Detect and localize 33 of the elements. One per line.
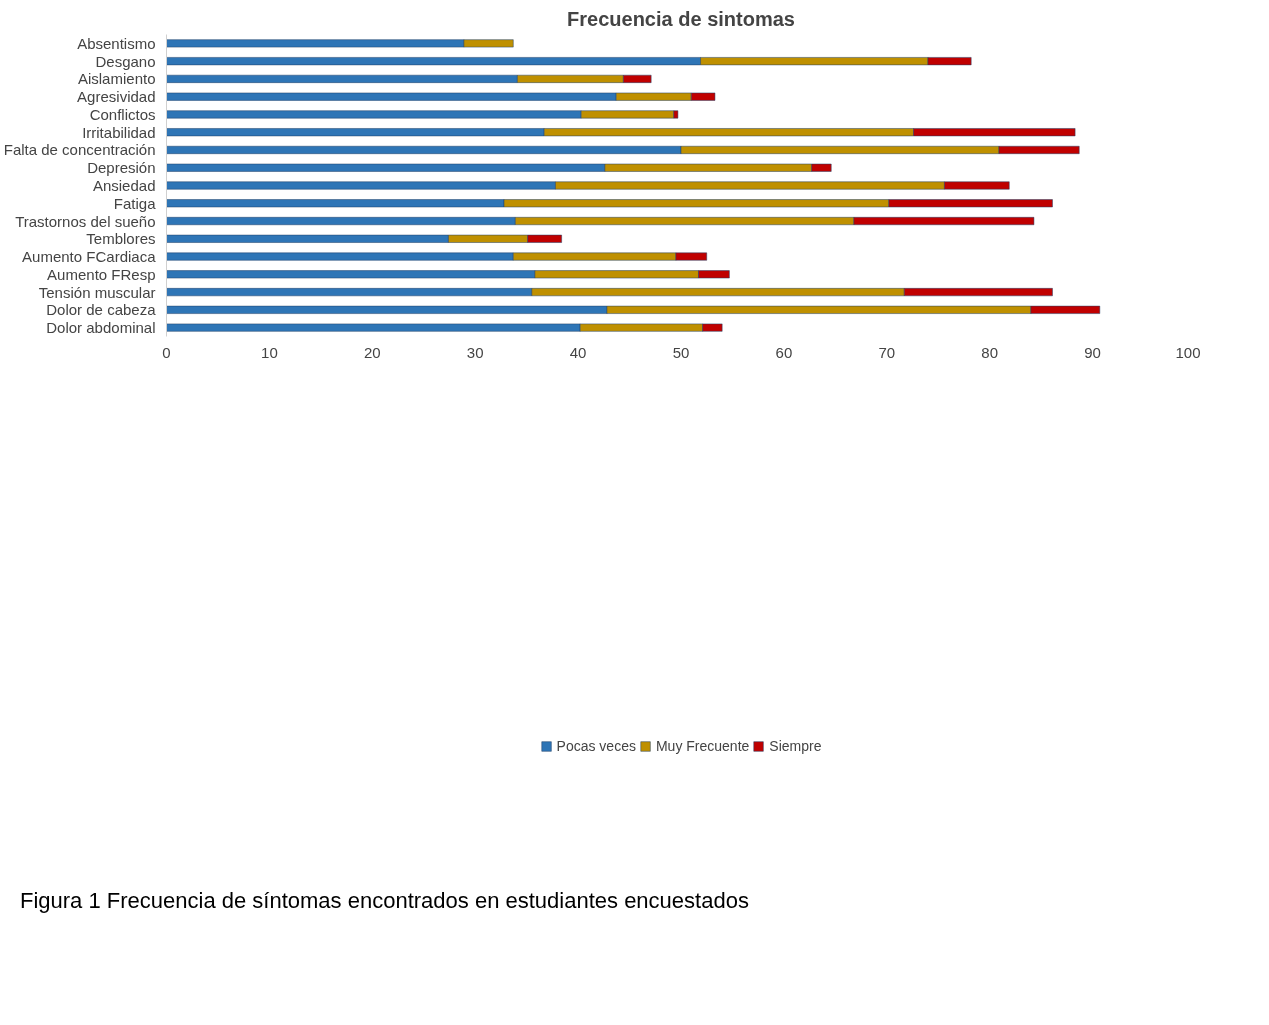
x-tick-label: 0 <box>162 343 171 361</box>
y-tick-label: Ansiedad <box>92 177 156 194</box>
y-tick-label: Aislamiento <box>77 70 156 88</box>
y-tick-label: Falta de concentración <box>3 141 156 159</box>
x-tick-label: 60 <box>775 343 793 361</box>
x-tick-label: 90 <box>1084 343 1101 361</box>
x-tick-label: 40 <box>569 343 587 361</box>
y-tick-label: Agresividad <box>77 88 156 106</box>
legend-label: Siempre <box>769 738 822 754</box>
x-tick-label: 20 <box>363 343 381 361</box>
x-tick-label: 100 <box>1175 343 1201 361</box>
x-tick-label: 50 <box>672 343 690 361</box>
y-tick-label: Dolor de cabeza <box>46 301 157 319</box>
legend-label: Pocas veces <box>556 738 636 754</box>
y-tick-label: Trastornos del sueño <box>15 212 156 230</box>
y-tick-label: Fatiga <box>113 194 157 212</box>
y-tick-label: Conflictos <box>89 105 156 123</box>
x-tick-label: 30 <box>466 343 484 361</box>
y-tick-label: Absentismo <box>77 34 156 52</box>
y-tick-label: Desgano <box>95 52 156 70</box>
y-tick-label: Irritabilidad <box>82 123 156 141</box>
y-tick-label: Depresión <box>87 159 156 177</box>
y-tick-label: Temblores <box>86 230 156 248</box>
y-tick-label: Tensión muscular <box>38 283 156 301</box>
chart-title: Frecuencia de sintomas <box>567 7 795 30</box>
legend-label: Muy Frecuente <box>655 738 750 754</box>
text: Figura 1 Frecuencia de síntomas encontrados en estudiantes encuestados <box>20 887 749 915</box>
x-tick-label: 10 <box>261 343 278 361</box>
y-tick-label: Aumento FCardiaca <box>22 248 157 266</box>
y-tick-label: Aumento FResp <box>47 265 156 283</box>
y-tick-label: Dolor abdominal <box>46 319 156 337</box>
x-tick-label: 80 <box>981 343 999 361</box>
x-tick-label: 70 <box>878 343 896 361</box>
